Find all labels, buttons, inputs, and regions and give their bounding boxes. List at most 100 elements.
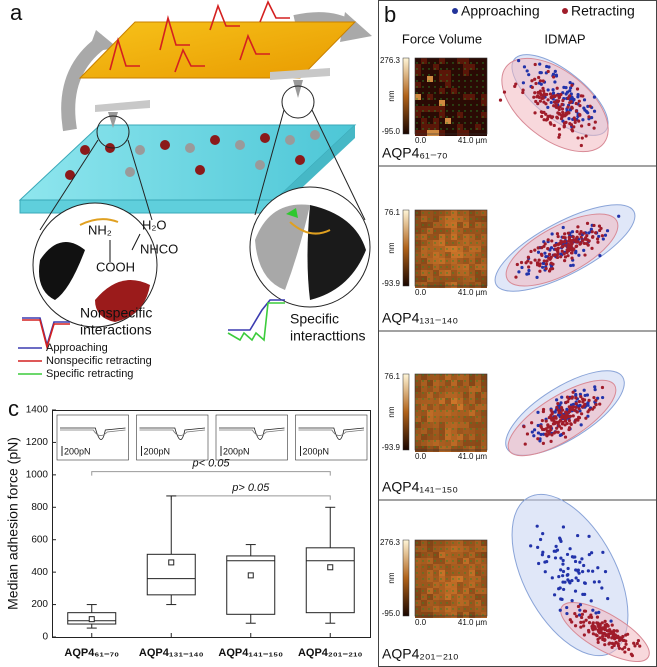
scatter-point <box>616 644 621 648</box>
scatter-point <box>544 118 548 122</box>
scatter-point <box>561 574 565 578</box>
scatter-point <box>609 619 613 623</box>
scatter-point <box>612 629 616 633</box>
scatter-point <box>574 396 578 400</box>
scatter-point <box>577 253 581 257</box>
inset-frame <box>215 414 288 461</box>
x-start: 0.0 <box>415 452 427 461</box>
scatter-point <box>555 255 560 260</box>
scatter-point <box>556 401 560 406</box>
scatter-point <box>594 633 598 637</box>
specific-label: Specific <box>290 311 339 327</box>
panel-label: b <box>384 2 396 27</box>
scatter-point <box>557 135 561 139</box>
scatter-point <box>570 405 574 409</box>
scatter-point <box>556 408 561 412</box>
scatter-point <box>627 647 631 651</box>
scatter-point <box>585 393 590 397</box>
scatter-point <box>569 263 573 268</box>
mean-marker <box>247 572 254 579</box>
scatter-point <box>549 96 554 100</box>
scatter-point <box>540 114 544 119</box>
scatter-point <box>521 81 526 85</box>
scatter-point <box>594 231 598 235</box>
scatter-point <box>607 642 611 646</box>
scatter-point <box>589 599 593 603</box>
scatter-point <box>572 116 576 120</box>
scatter-point <box>575 417 580 422</box>
scatter-point <box>596 566 600 570</box>
scatter-point <box>566 573 570 577</box>
scatter-point <box>580 405 585 409</box>
scatter-point <box>539 92 543 96</box>
scatter-point <box>621 634 625 639</box>
zoom-ring <box>281 85 315 119</box>
scatter-point <box>534 81 538 86</box>
scatter-point <box>544 102 548 106</box>
zoom-line <box>39 139 99 231</box>
scatter-point <box>606 635 611 639</box>
scatter-point <box>570 599 574 603</box>
mean-marker <box>168 559 175 566</box>
scatter-point <box>568 101 572 105</box>
scatter-point <box>545 559 549 564</box>
scatter-point <box>598 228 602 233</box>
scatter-point <box>557 106 561 110</box>
scatter-point <box>557 587 561 591</box>
scatter-point <box>570 578 574 583</box>
scatter-point <box>530 421 534 425</box>
scatter-point <box>546 105 550 109</box>
scatter-point <box>569 422 573 426</box>
scatter-point <box>538 62 542 66</box>
legend-label: Retracting <box>571 3 635 19</box>
scatter-point <box>542 259 546 263</box>
scatter-point <box>566 254 570 258</box>
zoom-line <box>254 109 285 216</box>
scatter-point <box>601 395 605 400</box>
scatter-point <box>564 86 568 90</box>
scatter-point <box>576 136 580 140</box>
scatter-point <box>554 103 558 107</box>
scatter-point <box>567 579 571 584</box>
scatter-point <box>529 249 533 254</box>
scatter-point <box>554 243 558 247</box>
scatter-point <box>536 410 540 414</box>
inset-curve <box>219 427 285 440</box>
y-tick-label: 0 <box>42 632 48 643</box>
scatter-point <box>522 65 527 69</box>
scatter-point <box>576 568 580 572</box>
scatter-point <box>567 415 572 419</box>
colorbar-unit: nm <box>387 90 396 101</box>
scatter-point <box>561 240 566 244</box>
colorbar-min: -93.9 <box>382 279 401 288</box>
scatter-point <box>546 69 550 74</box>
scatter-point <box>583 402 587 406</box>
colorbar-min: -95.0 <box>382 609 401 618</box>
scatter-point <box>591 621 595 625</box>
linker <box>79 218 119 226</box>
heatmap-dots <box>415 210 487 286</box>
scatter-point <box>591 569 595 573</box>
scatter-point <box>563 255 568 259</box>
colorbar-max: 276.3 <box>380 538 401 547</box>
scatter-point <box>533 62 537 67</box>
scatter-point <box>573 589 578 593</box>
scatter-point <box>514 82 518 86</box>
scatter-point <box>614 641 618 645</box>
scatter-point <box>578 112 582 117</box>
scatter-point <box>571 263 575 267</box>
scatter-point <box>540 427 545 431</box>
scatter-point <box>579 395 583 399</box>
scatter-point <box>533 428 537 432</box>
scatter-point <box>537 75 541 80</box>
scatter-point <box>582 231 586 235</box>
scatter-point <box>638 644 642 648</box>
scatter-point <box>540 418 544 423</box>
scatter-point <box>576 578 580 583</box>
legend-dot <box>562 8 568 14</box>
scatter-point <box>533 77 537 81</box>
scatter-point <box>532 434 536 438</box>
scatter-point <box>559 568 563 572</box>
scatter-point <box>554 73 558 77</box>
scatter-point <box>582 633 586 637</box>
